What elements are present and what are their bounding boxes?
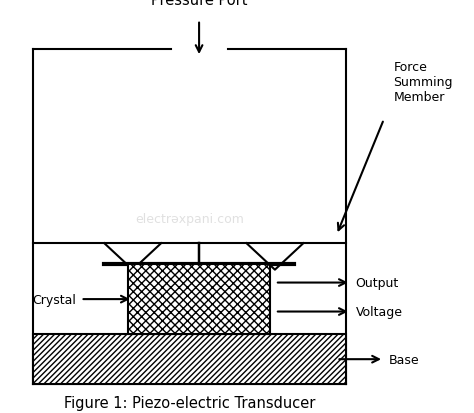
Text: electrəxpani.com: electrəxpani.com [135, 212, 244, 225]
Bar [128, 264, 270, 335]
Text: Pressure Port: Pressure Port [151, 0, 247, 8]
Text: Base: Base [389, 353, 419, 366]
Text: Output: Output [356, 276, 399, 290]
Text: Crystal: Crystal [32, 293, 76, 306]
Text: Figure 1: Piezo-electric Transducer: Figure 1: Piezo-electric Transducer [64, 395, 315, 410]
Text: Force
Summing
Member: Force Summing Member [393, 61, 453, 104]
Bar [33, 335, 346, 384]
Text: Voltage: Voltage [356, 305, 402, 318]
